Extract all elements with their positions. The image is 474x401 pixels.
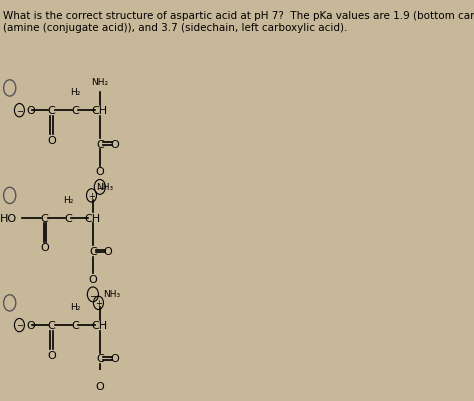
Text: C: C xyxy=(89,246,97,256)
Text: O: O xyxy=(104,246,112,256)
Text: +: + xyxy=(88,191,95,200)
Text: CH: CH xyxy=(92,106,108,116)
Text: O: O xyxy=(95,381,104,391)
Text: NH₂: NH₂ xyxy=(91,78,109,87)
Text: O: O xyxy=(47,136,55,146)
Text: H₂: H₂ xyxy=(70,88,80,97)
Text: +: + xyxy=(95,299,102,308)
Text: What is the correct structure of aspartic acid at pH 7?  The pKa values are 1.9 : What is the correct structure of asparti… xyxy=(3,11,474,32)
Text: C: C xyxy=(40,213,48,223)
Text: O: O xyxy=(26,106,35,116)
Text: O: O xyxy=(26,320,35,330)
Text: O: O xyxy=(89,274,97,284)
Text: O: O xyxy=(111,354,119,364)
Text: HO: HO xyxy=(0,213,17,223)
Text: −: − xyxy=(16,106,23,115)
Text: C: C xyxy=(47,320,55,330)
Text: C: C xyxy=(96,354,104,364)
Text: C: C xyxy=(71,106,79,116)
Text: O: O xyxy=(95,167,104,177)
Text: −: − xyxy=(96,183,104,192)
Text: C: C xyxy=(96,139,104,149)
Text: C: C xyxy=(64,213,72,223)
Text: CH: CH xyxy=(92,320,108,330)
Text: C: C xyxy=(47,106,55,116)
Text: O: O xyxy=(47,350,55,360)
Text: H₂: H₂ xyxy=(63,195,73,204)
Text: O: O xyxy=(40,243,49,253)
Text: CH: CH xyxy=(85,213,101,223)
Text: −: − xyxy=(96,397,104,401)
Text: NH₃: NH₃ xyxy=(97,182,114,192)
Text: −: − xyxy=(16,321,23,330)
Text: H₂: H₂ xyxy=(70,302,80,311)
Text: C: C xyxy=(71,320,79,330)
Text: O: O xyxy=(111,139,119,149)
Text: −: − xyxy=(89,290,97,299)
Text: NH₃: NH₃ xyxy=(103,290,120,299)
